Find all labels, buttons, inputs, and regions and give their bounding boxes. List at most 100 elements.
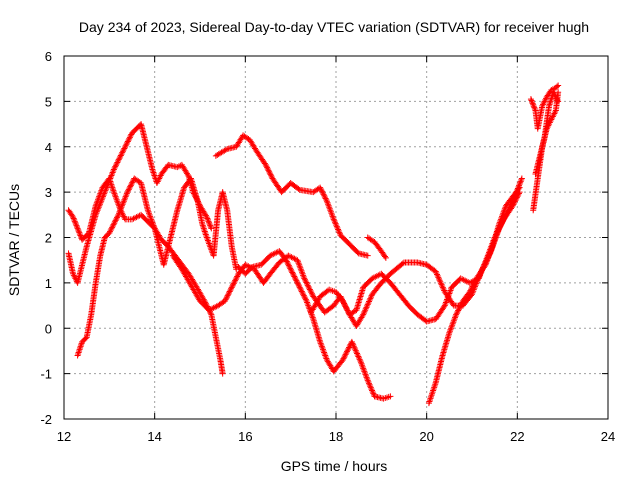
data-point (354, 350, 361, 357)
data-point (433, 269, 440, 276)
data-point (382, 254, 389, 261)
data-point (467, 287, 474, 294)
data-point (204, 215, 211, 222)
data-point (343, 350, 350, 357)
data-point (431, 384, 438, 391)
data-point (72, 221, 79, 228)
data-point (352, 347, 359, 354)
data-point (340, 299, 347, 306)
data-point (355, 354, 362, 361)
data-point (205, 218, 212, 225)
data-point (339, 298, 346, 305)
data-point (301, 275, 308, 282)
data-point (291, 274, 298, 281)
data-point (436, 277, 443, 284)
data-point (286, 263, 293, 270)
data-point (74, 352, 81, 359)
data-point (363, 304, 370, 311)
series-track-i (425, 184, 523, 407)
data-point (341, 354, 348, 361)
data-point (219, 370, 226, 377)
data-point (369, 388, 376, 395)
data-point (432, 268, 439, 275)
data-point (111, 220, 118, 227)
data-point (440, 303, 447, 310)
series-track-h (364, 234, 389, 261)
data-point (223, 295, 230, 302)
data-point (74, 225, 81, 232)
data-point (527, 96, 534, 103)
series-track-f (235, 248, 394, 402)
data-point (71, 218, 78, 225)
data-point (199, 222, 206, 229)
data-point (335, 227, 342, 234)
data-point (289, 270, 296, 277)
data-point (287, 265, 294, 272)
data-point (457, 303, 464, 310)
data-point (124, 189, 131, 196)
series-track-c (74, 175, 240, 359)
data-point (268, 172, 275, 179)
x-axis-label: GPS time / hours (281, 458, 388, 474)
data-point (284, 259, 291, 266)
data-point (518, 176, 525, 183)
data-point (114, 159, 121, 166)
data-point (319, 190, 326, 197)
data-point (343, 348, 350, 355)
x-tick-label: 20 (419, 429, 433, 444)
data-point (531, 106, 538, 113)
data-point (317, 185, 324, 192)
data-point (114, 214, 121, 221)
data-point (344, 347, 351, 354)
data-point (115, 158, 122, 165)
data-point (554, 83, 560, 90)
data-point (547, 98, 554, 105)
data-point (434, 271, 441, 278)
data-point (511, 198, 518, 205)
data-point (350, 341, 357, 348)
x-tick-label: 24 (601, 429, 615, 444)
data-point (429, 389, 436, 396)
data-point (426, 396, 433, 403)
data-point (70, 215, 77, 222)
data-point (230, 280, 237, 287)
data-point (548, 96, 555, 103)
data-point (335, 226, 342, 233)
data-point (455, 307, 462, 314)
data-point (119, 149, 126, 156)
data-point (336, 229, 343, 236)
data-point (435, 275, 442, 282)
data-point (342, 351, 349, 358)
data-point (511, 200, 518, 207)
y-tick-label: 2 (45, 231, 52, 246)
data-point (365, 299, 372, 306)
data-point (344, 307, 351, 314)
data-point (512, 197, 519, 204)
data-point (283, 257, 290, 264)
data-point (228, 284, 235, 291)
data-point (387, 393, 394, 400)
data-point (266, 170, 273, 177)
data-point (513, 194, 520, 201)
y-axis-label: SDTVAR / TECUs (6, 184, 22, 296)
data-point (293, 277, 300, 284)
data-point (471, 279, 478, 286)
data-point (481, 263, 488, 270)
y-tick-label: 4 (45, 140, 52, 155)
data-point (331, 219, 338, 226)
data-points (65, 82, 562, 407)
data-point (127, 132, 134, 139)
data-point (318, 187, 325, 194)
data-point (109, 186, 116, 193)
data-point (111, 218, 118, 225)
data-point (427, 395, 434, 402)
data-point (342, 303, 349, 310)
data-point (343, 306, 350, 313)
data-point (200, 225, 207, 232)
x-tick-label: 16 (238, 429, 252, 444)
data-point (468, 286, 475, 293)
data-point (333, 222, 340, 229)
data-point (349, 340, 356, 347)
data-point (399, 260, 406, 267)
data-point (430, 385, 437, 392)
